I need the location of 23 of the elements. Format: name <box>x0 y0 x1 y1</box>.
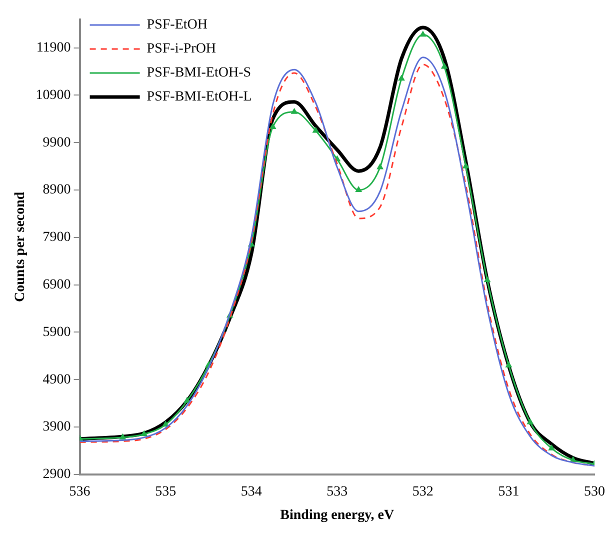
y-tick-label: 5900 <box>42 324 71 340</box>
x-tick-label: 531 <box>498 484 520 500</box>
x-tick-label: 532 <box>412 484 434 500</box>
y-tick-label: 11900 <box>36 40 71 56</box>
x-tick-label: 536 <box>69 484 90 500</box>
y-tick-label: 7900 <box>42 230 71 246</box>
y-tick-label: 2900 <box>42 467 71 482</box>
x-tick-label: 533 <box>326 484 348 500</box>
x-tick-label: 534 <box>240 484 262 500</box>
y-tick-label: 3900 <box>42 420 71 435</box>
y-tick-label: 4900 <box>42 372 71 388</box>
legend-label: PSF-i-PrOH <box>146 42 216 57</box>
legend-label: PSF-BMI-EtOH-S <box>146 66 252 81</box>
x-tick-label: 530 <box>584 484 605 500</box>
y-tick-label: 8900 <box>42 182 71 198</box>
legend-label: PSF-BMI-EtOH-L <box>146 90 252 105</box>
x-tick-label: 535 <box>155 484 176 500</box>
y-tick-label: 10900 <box>36 88 71 103</box>
y-tick-label: 9900 <box>42 135 71 150</box>
y-tick-label: 6900 <box>42 277 71 292</box>
y-axis-title: Counts per second <box>13 192 28 302</box>
x-axis-title: Binding energy, eV <box>280 508 394 524</box>
legend-label: PSF-EtOH <box>146 18 208 33</box>
